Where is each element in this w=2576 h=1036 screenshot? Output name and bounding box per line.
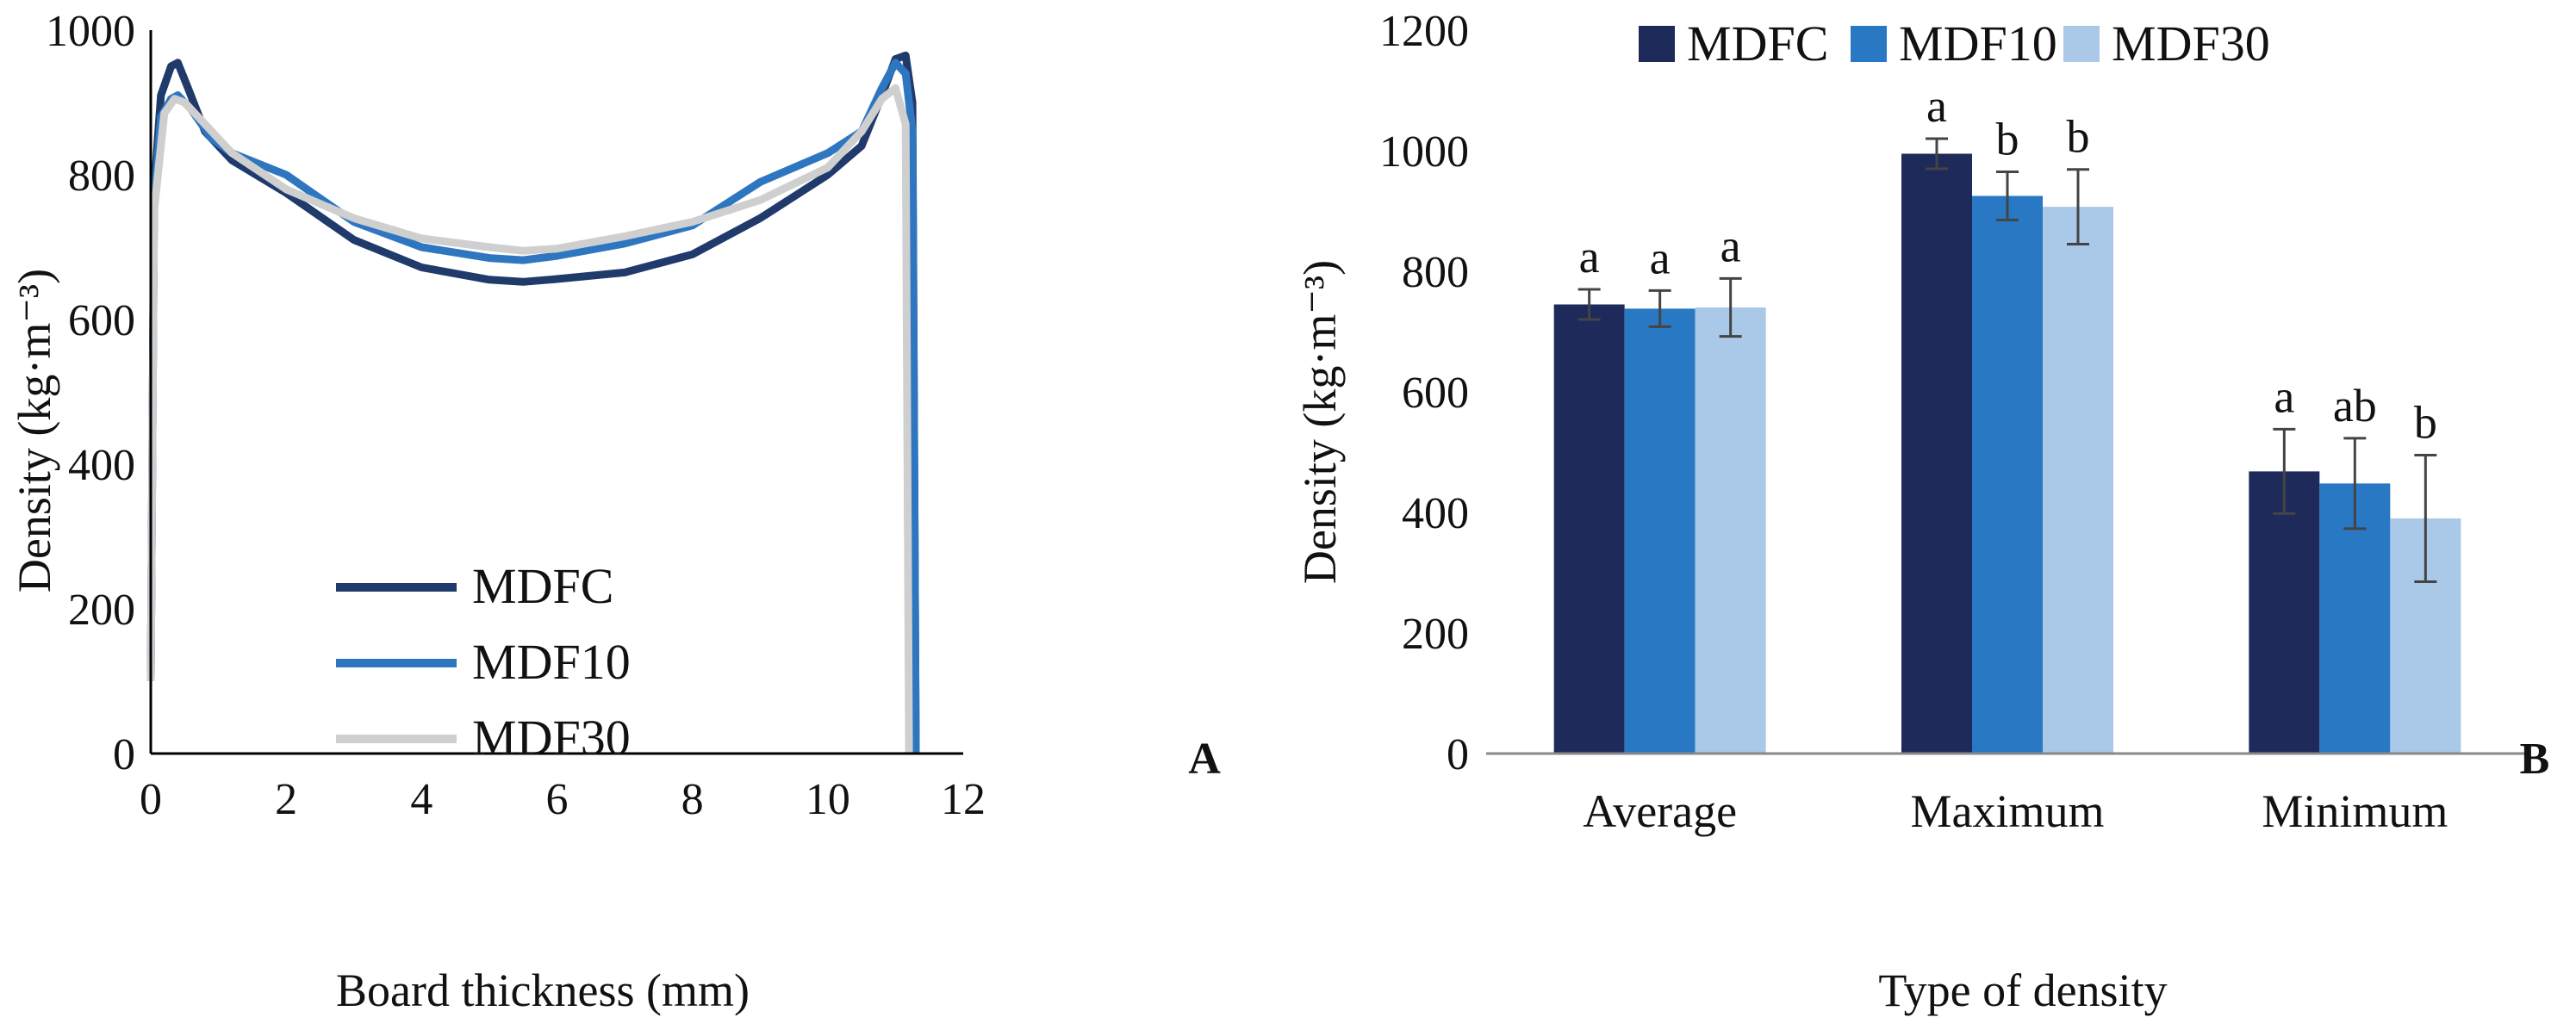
- panel-a-legend: MDFC MDF10 MDF30: [336, 558, 631, 766]
- panel-a-x-tick-label: 0: [140, 775, 162, 824]
- panel-b-category-label-average: Average: [1583, 785, 1737, 837]
- panel-b-error-bar: [1926, 137, 1948, 171]
- panel-b-bars: a a aab ba ab b: [1553, 80, 2461, 754]
- panel-b-legend-label-mdf30: MDF30: [2112, 16, 2270, 71]
- panel-b-category-labels: Average Maximum Minimum: [1583, 785, 2448, 837]
- panel-b-legend-label-mdf10: MDF10: [1899, 16, 2057, 71]
- panel-b-error-bar: [1996, 171, 2019, 221]
- panel-a-y-tick-label: 800: [68, 152, 135, 201]
- panel-a-legend-label-mdfc: MDFC: [472, 558, 613, 614]
- panel-a-line-mdf30: [146, 84, 913, 754]
- panel-b-error-bar: [2067, 168, 2089, 245]
- panel-b-y-tick-label: 400: [1402, 489, 1469, 538]
- panel-b-significance-letter: a: [1720, 220, 1741, 271]
- panel-b-y-tick-label: 200: [1402, 610, 1469, 659]
- panel-b-bar-mdf10-average: [1624, 308, 1696, 754]
- panel-b-label: B: [2520, 735, 2550, 784]
- panel-b-legend: MDFC MDF10 MDF30: [1639, 16, 2270, 71]
- panel-b-category-label-minimum: Minimum: [2262, 785, 2448, 837]
- panel-a-x-tick-label: 6: [546, 775, 569, 824]
- panel-b-error-bar: [1719, 276, 1742, 338]
- panel-b-bar-mdfc-average: [1553, 304, 1625, 754]
- panel-b-y-tick-label: 800: [1402, 248, 1469, 297]
- panel-b-category-label-maximum: Maximum: [1911, 785, 2105, 837]
- panel-a-legend-label-mdf10: MDF10: [472, 634, 631, 690]
- panel-b-error-bar: [2343, 437, 2367, 530]
- panel-a-y-tick-label: 1000: [46, 7, 135, 56]
- panel-b-significance-letter: ab: [2333, 380, 2377, 431]
- panel-b-legend-label-mdfc: MDFC: [1687, 16, 1828, 71]
- panel-a-x-axis-title: Board thickness (mm): [336, 965, 750, 1016]
- panel-a-y-axis-title: Density (kg·m⁻³): [9, 269, 60, 592]
- panel-a-y-ticks: 0 200 400 600 800 1000: [46, 7, 135, 779]
- panel-a-legend-label-mdf30: MDF30: [472, 710, 631, 766]
- panel-b-y-axis-title-label: Density (kg·m⁻³): [1294, 260, 1346, 584]
- panel-b-significance-letter: b: [2414, 397, 2437, 449]
- panel-a-y-tick-label: 0: [113, 730, 135, 779]
- panel-b-bar-mdfc-minimum: [2249, 471, 2320, 754]
- panel-b-y-axis-title: Density (kg·m⁻³): [1294, 260, 1346, 584]
- panel-a-x-tick-label: 12: [941, 775, 986, 824]
- panel-b-bar-mdfc-maximum: [1901, 153, 1972, 754]
- panel-a-x-tick-label: 4: [410, 775, 432, 824]
- panel-b-error-bar: [1648, 288, 1671, 328]
- panel-b-significance-letter: a: [2274, 370, 2294, 422]
- panel-a-x-ticks: 0 2 4 6 8 10 12: [140, 775, 986, 824]
- panel-b-bar-mdf10-maximum: [1972, 195, 2043, 754]
- panel-b-error-bar: [2414, 454, 2437, 583]
- panel-a-label: A: [1188, 735, 1221, 784]
- panel-b-y-tick-label: 0: [1447, 730, 1469, 779]
- panel-b-legend-swatch-mdf30: [2063, 26, 2100, 62]
- panel-a-y-tick-label: 600: [68, 296, 135, 345]
- panel-b-significance-letter: a: [1650, 232, 1671, 283]
- panel-b-significance-letter: a: [1579, 231, 1600, 282]
- panel-b-significance-letter: a: [1926, 80, 1947, 132]
- panel-b-y-ticks: 0 200 400 600 800 1000 1200: [1379, 7, 1469, 779]
- panel-b-y-tick-label: 1000: [1379, 127, 1469, 177]
- panel-b-y-tick-label: 600: [1402, 369, 1469, 418]
- panel-a-line-chart: 0 200 400 600 800 1000 0 2 4 6 8 10 12 Density (kg·…: [9, 7, 1221, 1016]
- panel-b-legend-swatch-mdf10: [1851, 26, 1887, 62]
- panel-b-error-bar: [2273, 427, 2296, 515]
- panel-b-significance-letter: b: [2067, 111, 2090, 163]
- panel-b-y-tick-label: 1200: [1379, 7, 1469, 56]
- panel-a-x-tick-label: 10: [806, 775, 850, 824]
- panel-a-x-tick-label: 2: [275, 775, 297, 824]
- panel-b-x-axis-title: Type of density: [1878, 965, 2167, 1016]
- panel-b-bar-mdf30-maximum: [2043, 207, 2113, 754]
- panel-a-y-tick-label: 200: [68, 586, 135, 635]
- panel-b-error-bar: [1577, 288, 1601, 321]
- panel-b-significance-letter: b: [1996, 114, 2019, 165]
- panel-a-x-tick-label: 8: [681, 775, 704, 824]
- panel-a-y-tick-label: 400: [68, 441, 135, 490]
- panel-a-y-axis-title-label: Density (kg·m⁻³): [9, 269, 60, 592]
- panel-b-bar-mdf30-average: [1695, 307, 1766, 754]
- panel-b-legend-swatch-mdfc: [1639, 26, 1675, 62]
- panel-a-series-lines: [146, 51, 920, 754]
